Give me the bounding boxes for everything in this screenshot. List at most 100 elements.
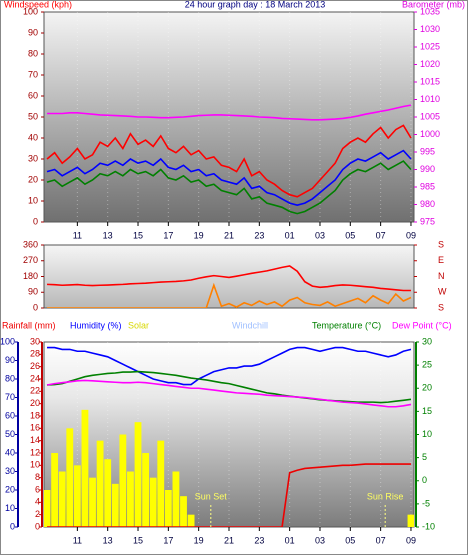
solar-bar [66, 428, 74, 527]
series-line [47, 282, 412, 308]
annotation-text: Sun Set [195, 491, 228, 501]
y2-tick-label: -5 [422, 498, 430, 508]
y-tick-label: 12 [30, 447, 40, 457]
solar-bar [149, 477, 157, 527]
y-tick-label: 20 [30, 398, 40, 408]
y2-axis-title: Barometer (mb) [402, 0, 465, 9]
series-line [47, 346, 412, 386]
x-tick-label: 09 [406, 535, 416, 545]
series-line [46, 149, 412, 207]
annotation-text: Sun Rise [367, 491, 404, 501]
y2-tick-label: 1020 [420, 59, 440, 69]
y2-tick-label: 1025 [420, 41, 440, 51]
y-tick-label: 90 [28, 27, 38, 37]
y2-tick-label: 1015 [420, 76, 440, 86]
y3-tick-label: 80 [5, 373, 15, 383]
y-tick-label: 80 [28, 48, 38, 58]
x-tick-label: 09 [406, 230, 416, 240]
x-tick-label: 17 [163, 230, 173, 240]
x-tick-label: 07 [376, 230, 386, 240]
series-line [47, 463, 411, 527]
solar-bar [157, 440, 165, 527]
solar-bar [111, 483, 119, 527]
series-line [46, 124, 412, 198]
y2-tick-label: 30 [422, 336, 432, 346]
legend-label: Solar [128, 320, 149, 330]
solar-bar [187, 514, 195, 527]
y-tick-label: 16 [30, 423, 40, 433]
solar-bar [119, 434, 127, 527]
solar-bar [127, 471, 134, 527]
y3-tick-label: 70 [5, 392, 15, 402]
y3-tick-label: 100 [0, 336, 15, 346]
y2-tick-label: S [438, 302, 444, 312]
x-tick-label: 03 [315, 230, 325, 240]
y2-tick-label: 1005 [420, 111, 440, 121]
y2-tick-label: 15 [422, 406, 432, 416]
series-line [46, 265, 411, 292]
x-tick-label: 23 [254, 535, 264, 545]
y2-tick-label: 1010 [420, 94, 440, 104]
legend-label: Temperature (°C) [312, 320, 381, 330]
y2-tick-label: 980 [420, 199, 435, 209]
y3-tick-label: 50 [5, 429, 15, 439]
y-tick-label: 0 [33, 302, 38, 312]
solar-bar [81, 409, 89, 527]
y2-tick-label: 0 [422, 475, 427, 485]
y-tick-label: 10 [28, 195, 38, 205]
x-tick-label: 13 [103, 535, 113, 545]
y2-tick-label: 990 [420, 164, 435, 174]
y2-tick-label: 25 [422, 360, 432, 370]
y3-tick-label: 0 [10, 521, 15, 531]
x-tick-label: 01 [285, 535, 295, 545]
plot-area [44, 346, 414, 527]
y3-tick-label: 40 [5, 447, 15, 457]
x-tick-label: 13 [103, 230, 113, 240]
y2-tick-label: 1000 [420, 129, 440, 139]
y2-tick-label: W [438, 287, 447, 297]
y-tick-label: 20 [28, 174, 38, 184]
y-axis-title: Windspeed (kph) [4, 0, 72, 9]
solar-bar [58, 471, 66, 527]
solar-bar [164, 490, 172, 527]
plot-background [43, 244, 415, 309]
x-tick-label: 01 [285, 230, 295, 240]
x-tick-label: 21 [224, 535, 234, 545]
y3-tick-label: 30 [5, 466, 15, 476]
y-tick-label: 50 [28, 111, 38, 121]
y-tick-label: 30 [28, 153, 38, 163]
y2-tick-label: E [438, 255, 444, 265]
y2-tick-label: 20 [422, 383, 432, 393]
x-tick-label: 17 [163, 535, 173, 545]
y-tick-label: 26 [30, 361, 40, 371]
series-line [46, 370, 412, 404]
x-tick-label: 23 [254, 230, 264, 240]
solar-bar [134, 422, 142, 527]
y2-tick-label: 985 [420, 181, 435, 191]
solar-bar [180, 496, 187, 527]
y3-tick-label: 10 [5, 503, 15, 513]
y-tick-label: 0 [33, 216, 38, 226]
y-tick-label: 100 [23, 6, 38, 16]
x-tick-label: 19 [194, 535, 204, 545]
y-tick-label: 40 [28, 132, 38, 142]
y-tick-label: 14 [30, 435, 40, 445]
solar-bar [96, 440, 104, 527]
solar-bar [407, 514, 414, 527]
y-tick-label: 360 [23, 239, 38, 249]
y2-tick-label: 1030 [420, 24, 440, 34]
y3-tick-label: 60 [5, 410, 15, 420]
y3-tick-label: 20 [5, 484, 15, 494]
solar-bar [104, 459, 112, 527]
y2-tick-label: 1035 [420, 6, 440, 16]
x-tick-label: 15 [133, 535, 143, 545]
chart-title: 24 hour graph day : 18 March 2013 [185, 0, 326, 9]
y2-tick-label: 975 [420, 216, 435, 226]
y-tick-label: 4 [35, 497, 40, 507]
y-tick-label: 70 [28, 69, 38, 79]
y-tick-label: 28 [30, 349, 40, 359]
x-tick-label: 11 [73, 535, 82, 545]
y-tick-label: 180 [23, 271, 38, 281]
